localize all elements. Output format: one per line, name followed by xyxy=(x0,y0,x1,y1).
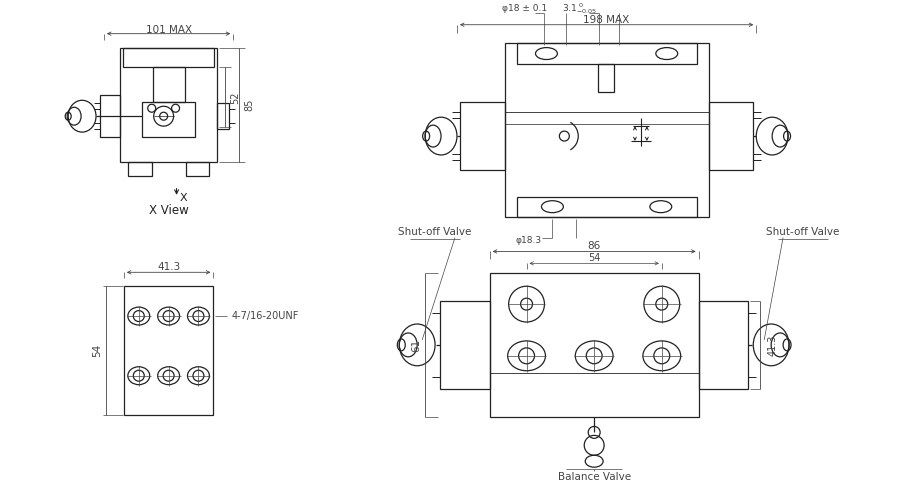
Text: 198 MAX: 198 MAX xyxy=(583,14,630,24)
Text: Shut-off Valve: Shut-off Valve xyxy=(766,226,840,236)
Bar xyxy=(142,102,195,137)
Text: 4-7/16-20UNF: 4-7/16-20UNF xyxy=(231,311,299,321)
Bar xyxy=(505,42,708,216)
Bar xyxy=(517,196,697,216)
Bar xyxy=(128,162,152,176)
Text: 61: 61 xyxy=(411,339,421,352)
Bar xyxy=(124,286,213,416)
Bar xyxy=(440,301,490,388)
Bar xyxy=(153,68,184,102)
Bar xyxy=(698,301,748,388)
Text: 52: 52 xyxy=(230,91,240,104)
Text: φ18.3: φ18.3 xyxy=(516,236,542,245)
Bar xyxy=(123,48,214,68)
Text: 41.3: 41.3 xyxy=(767,334,778,355)
Bar xyxy=(598,64,614,92)
Text: Shut-off Valve: Shut-off Valve xyxy=(399,226,472,236)
Bar xyxy=(185,162,210,176)
Bar xyxy=(490,274,698,418)
Text: Balance Valve: Balance Valve xyxy=(558,472,631,482)
Text: 41.3: 41.3 xyxy=(157,262,180,272)
Text: 101 MAX: 101 MAX xyxy=(146,24,192,34)
Bar xyxy=(460,102,505,170)
Text: 54: 54 xyxy=(92,344,102,358)
Text: X: X xyxy=(180,192,187,202)
Bar xyxy=(708,102,753,170)
Bar xyxy=(100,96,120,137)
Text: 85: 85 xyxy=(244,98,254,111)
Bar xyxy=(517,42,697,64)
Bar xyxy=(217,104,230,129)
Text: 54: 54 xyxy=(588,254,600,264)
Text: X View: X View xyxy=(148,204,188,217)
Text: φ18 ± 0.1: φ18 ± 0.1 xyxy=(502,4,547,14)
Bar xyxy=(120,48,217,162)
Text: 86: 86 xyxy=(588,242,601,252)
Text: 3.1$^{\ 0}_{-0.05}$: 3.1$^{\ 0}_{-0.05}$ xyxy=(562,2,597,16)
